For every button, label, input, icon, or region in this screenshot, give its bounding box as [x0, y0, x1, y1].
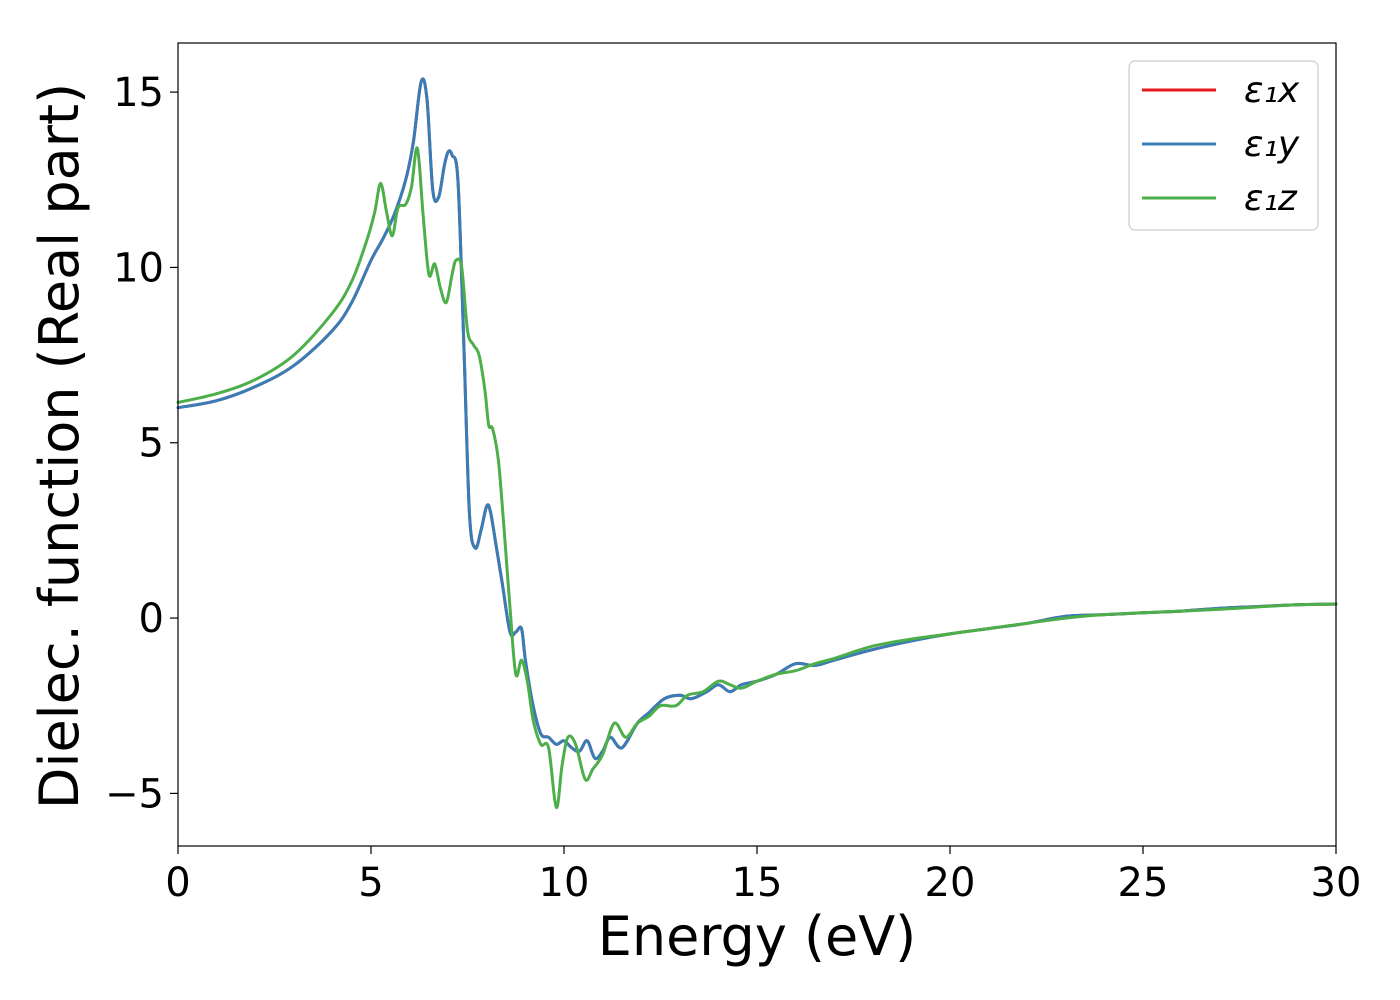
x-tick-label: 5	[358, 860, 383, 906]
legend-box	[1128, 60, 1319, 231]
y-tick-label: 0	[139, 596, 164, 642]
x-tick-label: 0	[165, 860, 190, 906]
x-tick-label: 20	[925, 860, 976, 906]
y-tick-label: −5	[105, 771, 164, 817]
series-layer	[176, 77, 1338, 809]
y-axis-ticks: −5 0 5 10 15	[105, 70, 178, 817]
x-tick-label: 30	[1311, 860, 1362, 906]
x-tick-label: 10	[539, 860, 590, 906]
legend-entries: ε₁x ε₁y ε₁z	[1142, 70, 1300, 219]
legend-label-0: ε₁x	[1244, 70, 1300, 111]
x-axis-label: Energy (eV)	[598, 905, 917, 968]
x-tick-label: 15	[732, 860, 783, 906]
legend-label-2: ε₁z	[1244, 178, 1298, 219]
y-axis-label: Dielec. function (Real part)	[28, 83, 91, 809]
legend: ε₁x ε₁y ε₁z	[1128, 60, 1319, 231]
y-tick-label: 5	[139, 421, 164, 467]
series-line-1	[176, 77, 1338, 761]
legend-label-1: ε₁y	[1244, 124, 1300, 165]
x-axis-ticks: 0 5 10 15 20 25 30	[165, 846, 1361, 906]
series-line-2	[176, 146, 1338, 809]
x-tick-label: 25	[1118, 860, 1169, 906]
y-tick-label: 15	[113, 70, 164, 116]
y-tick-label: 10	[113, 245, 164, 291]
